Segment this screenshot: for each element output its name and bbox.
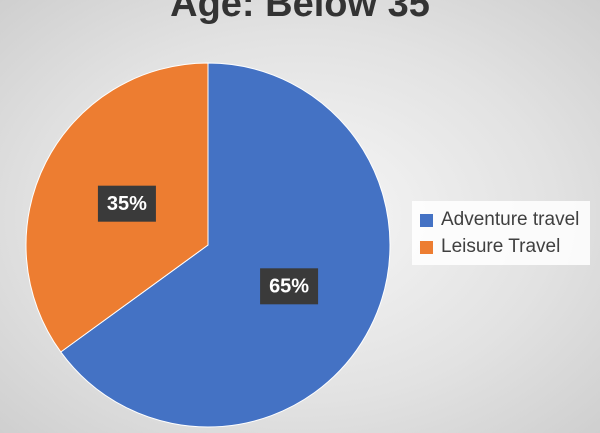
- legend-entry: Adventure travel: [416, 207, 586, 232]
- legend-label: Leisure Travel: [441, 236, 561, 257]
- data-label-box: [97, 185, 156, 222]
- legend-entry: Leisure Travel: [416, 234, 586, 259]
- legend-label: Adventure travel: [441, 209, 580, 230]
- data-label: 65%: [269, 276, 309, 298]
- data-label-box: [260, 268, 319, 305]
- legend: Adventure travel Leisure Travel: [412, 201, 590, 265]
- legend-swatch: [420, 214, 433, 227]
- chart-title: Age: Below 35: [170, 0, 430, 25]
- legend-swatch: [420, 241, 433, 254]
- pie-slice: [60, 62, 391, 428]
- data-label: 35%: [107, 193, 147, 215]
